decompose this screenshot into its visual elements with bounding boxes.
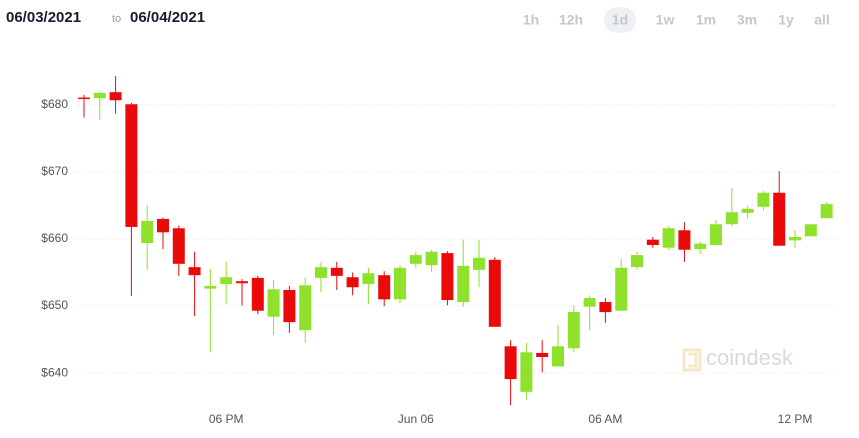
range-button[interactable]: all (814, 12, 830, 28)
candle-body (710, 224, 723, 246)
range-button[interactable]: 3m (737, 12, 757, 28)
watermark-text: coindesk (706, 345, 794, 370)
y-tick-label: $660 (41, 231, 68, 245)
watermark-icon (682, 348, 702, 372)
candle-body (93, 92, 106, 99)
candle-body (204, 285, 217, 289)
candle-body (615, 267, 628, 311)
range-button[interactable]: 12h (559, 12, 583, 28)
x-tick-label: Jun 06 (398, 412, 434, 426)
candle-body (141, 220, 154, 244)
candle-body (773, 192, 786, 246)
y-tick-label: $640 (41, 365, 68, 379)
candle-body (362, 273, 375, 284)
candle-body (789, 236, 802, 241)
candle-body (488, 259, 501, 327)
candle-body (156, 218, 169, 233)
candle-body (599, 302, 612, 313)
candle-body (235, 281, 248, 284)
candle-body (346, 277, 359, 288)
candle-body (409, 255, 422, 264)
candle-body (125, 104, 138, 227)
candle-body (283, 289, 296, 323)
candle-body (552, 346, 565, 367)
candle-body (457, 265, 470, 303)
candle-body (804, 224, 817, 237)
candle-body (631, 255, 644, 268)
candle-body (567, 312, 580, 349)
candle-body (725, 212, 738, 225)
candle-body (299, 285, 312, 331)
candle-body (77, 97, 90, 100)
candle-body (441, 253, 454, 301)
watermark: coindesk (682, 345, 794, 372)
candle-body (741, 208, 754, 213)
candle-body (330, 267, 343, 276)
candle-body (267, 289, 280, 317)
date-to: 06/04/2021 (130, 9, 205, 26)
candle-body (220, 277, 233, 284)
date-from: 06/03/2021 (6, 9, 81, 26)
candle-body (251, 277, 264, 311)
range-button[interactable]: 1d (612, 12, 628, 28)
candle-body (504, 346, 517, 380)
candle-body (378, 275, 391, 300)
range-selected-bg (604, 7, 636, 33)
candle-body (646, 239, 659, 246)
range-button[interactable]: 1w (656, 12, 675, 28)
candle-body (820, 204, 833, 219)
candle-body (425, 251, 438, 266)
candle-body (583, 297, 596, 307)
candle-body (520, 352, 533, 392)
candle-body (678, 230, 691, 250)
candle-body (188, 267, 201, 276)
candle-body (757, 192, 770, 207)
x-tick-label: 06 PM (209, 412, 244, 426)
candle-body (473, 257, 486, 270)
range-button[interactable]: 1h (523, 12, 539, 28)
range-button[interactable]: 1y (778, 12, 794, 28)
range-button[interactable]: 1m (696, 12, 716, 28)
candle-body (694, 243, 707, 250)
candle-body (393, 267, 406, 300)
y-tick-label: $680 (41, 97, 68, 111)
candle-body (172, 228, 185, 264)
y-tick-label: $650 (41, 298, 68, 312)
candle-body (109, 92, 122, 101)
x-tick-label: 06 AM (588, 412, 622, 426)
candle-body (536, 352, 549, 357)
candle-body (314, 267, 327, 278)
candle-body (662, 228, 675, 248)
y-tick-label: $670 (41, 164, 68, 178)
x-tick-label: 12 PM (778, 412, 813, 426)
date-separator: to (112, 13, 121, 25)
